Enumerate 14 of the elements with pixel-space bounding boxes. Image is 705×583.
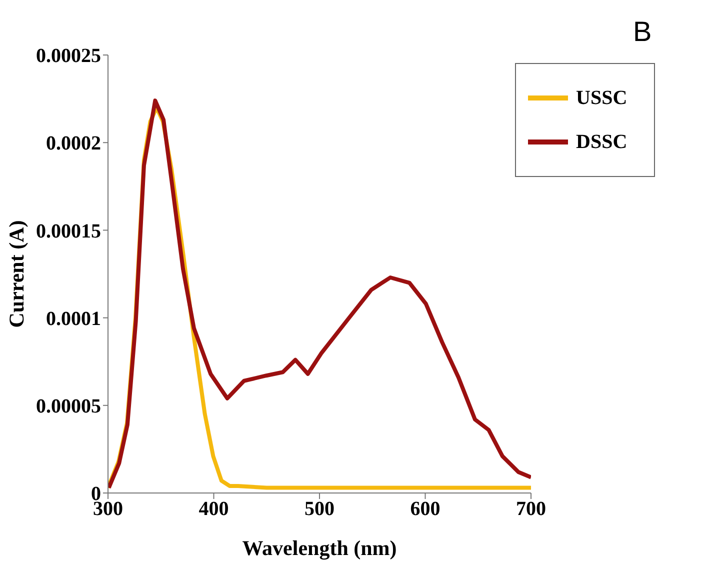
x-tick-label: 500	[304, 498, 334, 520]
legend-label: DSSC	[576, 130, 628, 154]
y-tick-label: 0.0001	[46, 308, 101, 330]
x-tick-label: 400	[198, 498, 229, 520]
y-tick-label: 0.00005	[36, 396, 101, 418]
y-tick-label: 0.00025	[36, 45, 101, 68]
legend-label: USSC	[576, 86, 628, 110]
x-axis-title: Wavelength (nm)	[242, 536, 397, 560]
x-tick-label: 700	[516, 498, 546, 520]
y-tick-label: 0.0002	[46, 132, 101, 155]
y-axis-title: Current (A)	[4, 220, 28, 328]
text: B	[633, 16, 652, 48]
x-tick-label: 600	[410, 498, 440, 520]
y-tick-label: 0.00015	[36, 220, 101, 242]
